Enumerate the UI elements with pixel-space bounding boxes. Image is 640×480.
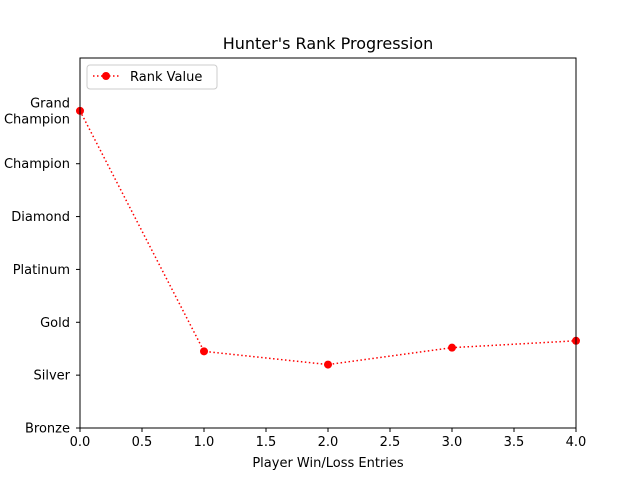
x-tick-label: 3.5: [504, 435, 525, 450]
series-layer: [76, 106, 580, 369]
series-line: [79, 110, 577, 366]
x-tick-label: 2.0: [318, 435, 339, 450]
x-tick-label: 1.5: [256, 435, 277, 450]
x-axis-ticks: 0.0 0.5 1.0 1.5 2.0 2.5 3.0 3.5 4.0: [70, 428, 587, 450]
legend-marker: [102, 72, 110, 80]
x-tick-label: 0.5: [132, 435, 153, 450]
y-tick-label: Platinum: [13, 263, 70, 278]
y-tick-label: Gold: [40, 316, 70, 331]
data-point: [200, 347, 208, 356]
legend-box: [86, 64, 218, 90]
y-tick-label: Bronze: [25, 422, 70, 437]
x-tick-label: 1.0: [194, 435, 215, 450]
y-tick-label: Diamond: [11, 210, 70, 225]
x-tick-label: 4.0: [566, 435, 587, 450]
y-tick-label: Grand: [30, 96, 70, 111]
legend-label: Rank Value: [130, 70, 202, 85]
y-tick-label: Champion: [4, 112, 70, 127]
data-point: [324, 360, 332, 369]
plot-frame: [79, 57, 577, 429]
legend: Rank Value: [86, 64, 218, 90]
x-tick-label: 3.0: [442, 435, 463, 450]
x-axis-label: Player Win/Loss Entries: [252, 456, 404, 471]
chart-title: Hunter's Rank Progression: [223, 34, 434, 53]
y-tick-label: Silver: [33, 369, 70, 384]
x-tick-label: 2.5: [380, 435, 401, 450]
x-tick-label: 0.0: [70, 435, 91, 450]
y-tick-label: Champion: [4, 157, 70, 172]
data-point: [448, 343, 456, 352]
y-axis-ticks: BronzeSilverGoldPlatinumDiamondChampionG…: [4, 96, 80, 437]
